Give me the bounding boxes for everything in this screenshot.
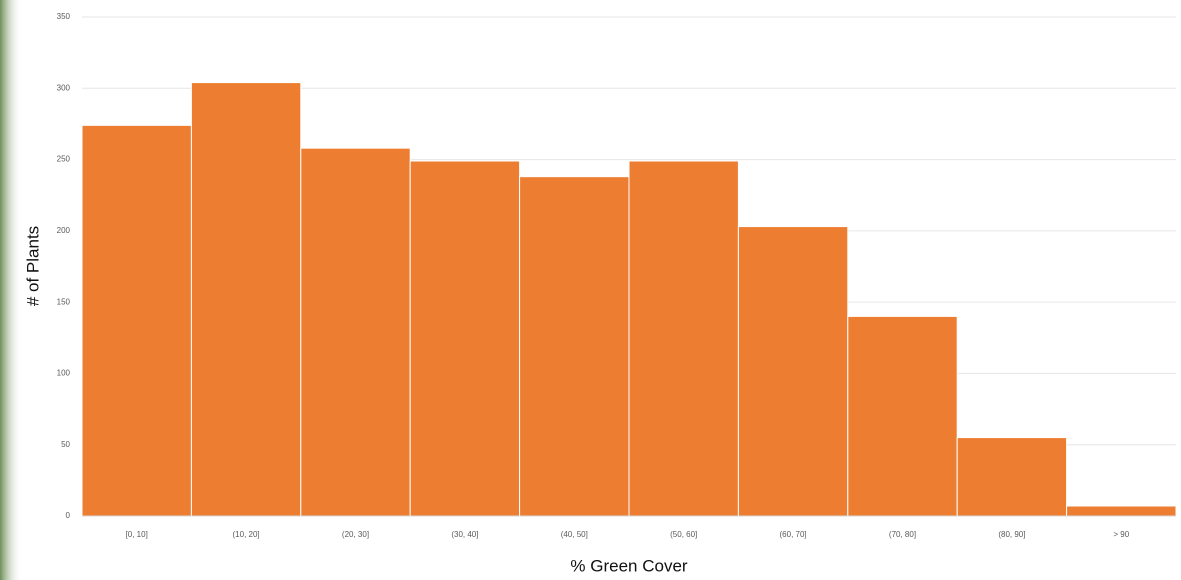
bar	[847, 315, 958, 517]
bar	[519, 176, 630, 517]
x-axis-title: % Green Cover	[570, 556, 687, 575]
y-tick-label: 150	[57, 297, 71, 306]
x-tick-label: (10, 20]	[233, 530, 260, 539]
x-tick-label: [0, 10]	[126, 530, 148, 539]
y-tick-label: 100	[57, 369, 71, 378]
y-tick-label: 350	[57, 12, 71, 21]
y-axis-title: # of Plants	[23, 226, 42, 306]
bar	[1066, 505, 1177, 517]
x-tick-label: (40, 50]	[561, 530, 588, 539]
bar	[300, 147, 411, 517]
background-photo-edge	[0, 0, 22, 580]
x-tick-label: (70, 80]	[889, 530, 916, 539]
y-tick-label: 50	[61, 440, 70, 449]
x-tick-label: (50, 60]	[670, 530, 697, 539]
bar	[628, 160, 739, 517]
bar	[737, 226, 849, 517]
x-tick-label: (30, 40]	[451, 530, 478, 539]
y-tick-label: 250	[57, 155, 71, 164]
y-tick-label: 0	[66, 511, 71, 520]
y-tick-label: 200	[57, 226, 71, 235]
bar	[956, 437, 1068, 517]
bar	[190, 82, 302, 517]
plot-area: 0 50 100 150 200 250 300 350 [0, 10] (10, 20] (20,…	[57, 12, 1177, 539]
x-tick-label: (20, 30]	[342, 530, 369, 539]
x-tick-label: (60, 70]	[780, 530, 807, 539]
bar	[409, 160, 521, 517]
bar	[81, 124, 192, 517]
x-tick-label: > 90	[1113, 530, 1129, 539]
x-tick-label: (80, 90]	[998, 530, 1025, 539]
y-tick-label: 300	[57, 83, 71, 92]
